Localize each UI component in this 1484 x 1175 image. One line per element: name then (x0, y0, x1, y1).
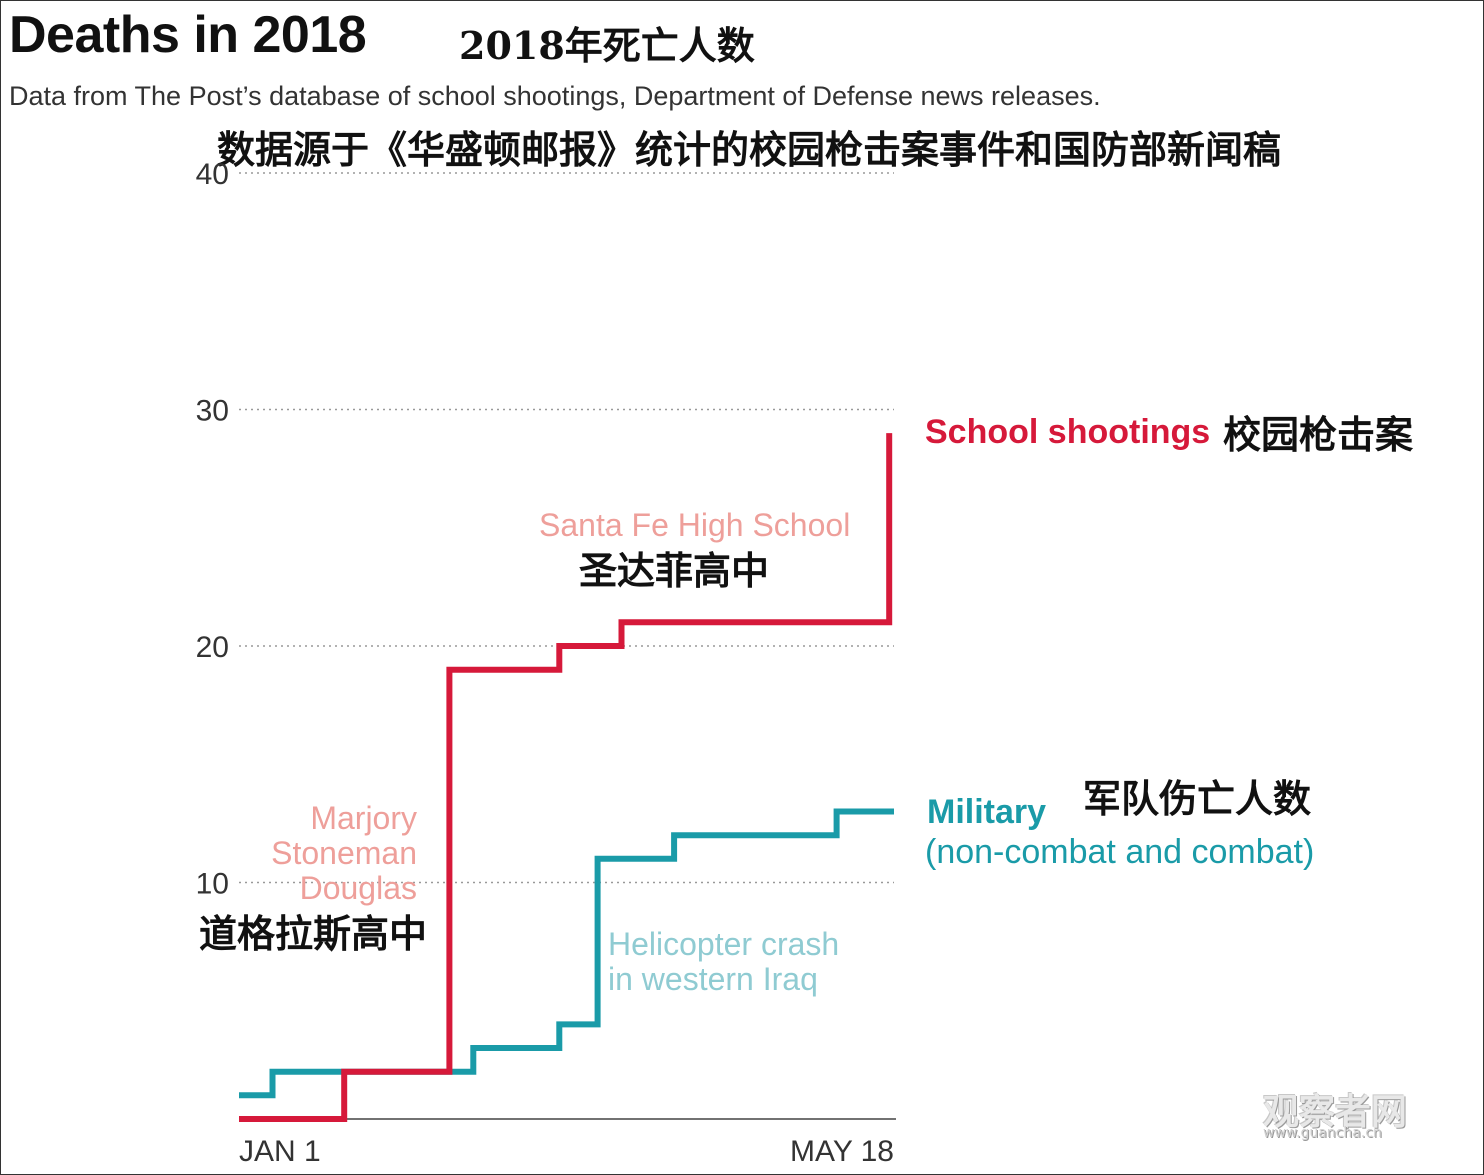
watermark-logo: 观察者网 (1263, 1092, 1408, 1133)
series-line-school (239, 433, 893, 1122)
annotation-msd-line-1: Marjory (310, 800, 417, 836)
chart-title: Deaths in 2018 (9, 6, 367, 64)
x-tick-label-end: MAY 18 (790, 1135, 894, 1168)
series-label-military: Military (927, 793, 1046, 831)
watermark-url: www.guancha.cn (1263, 1125, 1382, 1141)
annotation-santa-fe-cn: 圣达菲高中 (579, 548, 769, 593)
annotation-santa-fe: Santa Fe High School (539, 507, 850, 543)
y-tick-label-40: 40 (196, 158, 229, 191)
y-tick-label-10: 10 (196, 868, 229, 901)
series-label-military-cn: 军队伤亡人数 (1083, 776, 1311, 821)
series-line-military (239, 808, 894, 1099)
annotation-helicopter-line-2: in western Iraq (608, 961, 818, 997)
annotation-msd-line-2: Stoneman (271, 835, 417, 871)
y-tick-label-20: 20 (196, 631, 229, 664)
y-tick-labels: 10 20 30 40 (196, 158, 229, 901)
series-label-military-sub: (non-combat and combat) (925, 833, 1314, 871)
chart-title-cn: 2018年死亡人数 (459, 23, 755, 68)
chart-subtitle-cn: 数据源于《华盛顿邮报》统计的校园枪击案事件和国防部新闻稿 (217, 127, 1282, 172)
series-label-school-cn: 校园枪击案 (1223, 412, 1414, 457)
annotation-msd-line-3: Douglas (300, 870, 417, 906)
x-tick-label-start: JAN 1 (239, 1135, 321, 1168)
annotation-msd-cn: 道格拉斯高中 (199, 911, 427, 956)
series-lines (239, 433, 894, 1122)
y-tick-label-30: 30 (196, 395, 229, 428)
chart-subtitle: Data from The Post’s database of school … (9, 81, 1101, 111)
annotation-helicopter-line-1: Helicopter crash (608, 926, 839, 962)
grid-lines (239, 172, 894, 884)
series-label-school: School shootings (925, 413, 1210, 451)
